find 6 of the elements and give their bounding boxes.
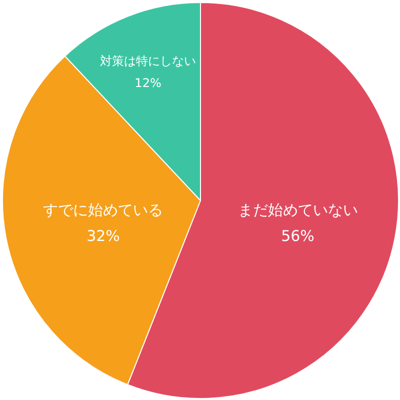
data-label: 56%	[281, 226, 314, 245]
slice-label: すでに始めている	[43, 201, 164, 220]
slice-label: 対策は特にしない	[100, 54, 196, 68]
data-label: 32%	[86, 226, 120, 245]
slice-label: まだ始めていない	[238, 201, 358, 220]
data-label: 12%	[134, 76, 162, 90]
